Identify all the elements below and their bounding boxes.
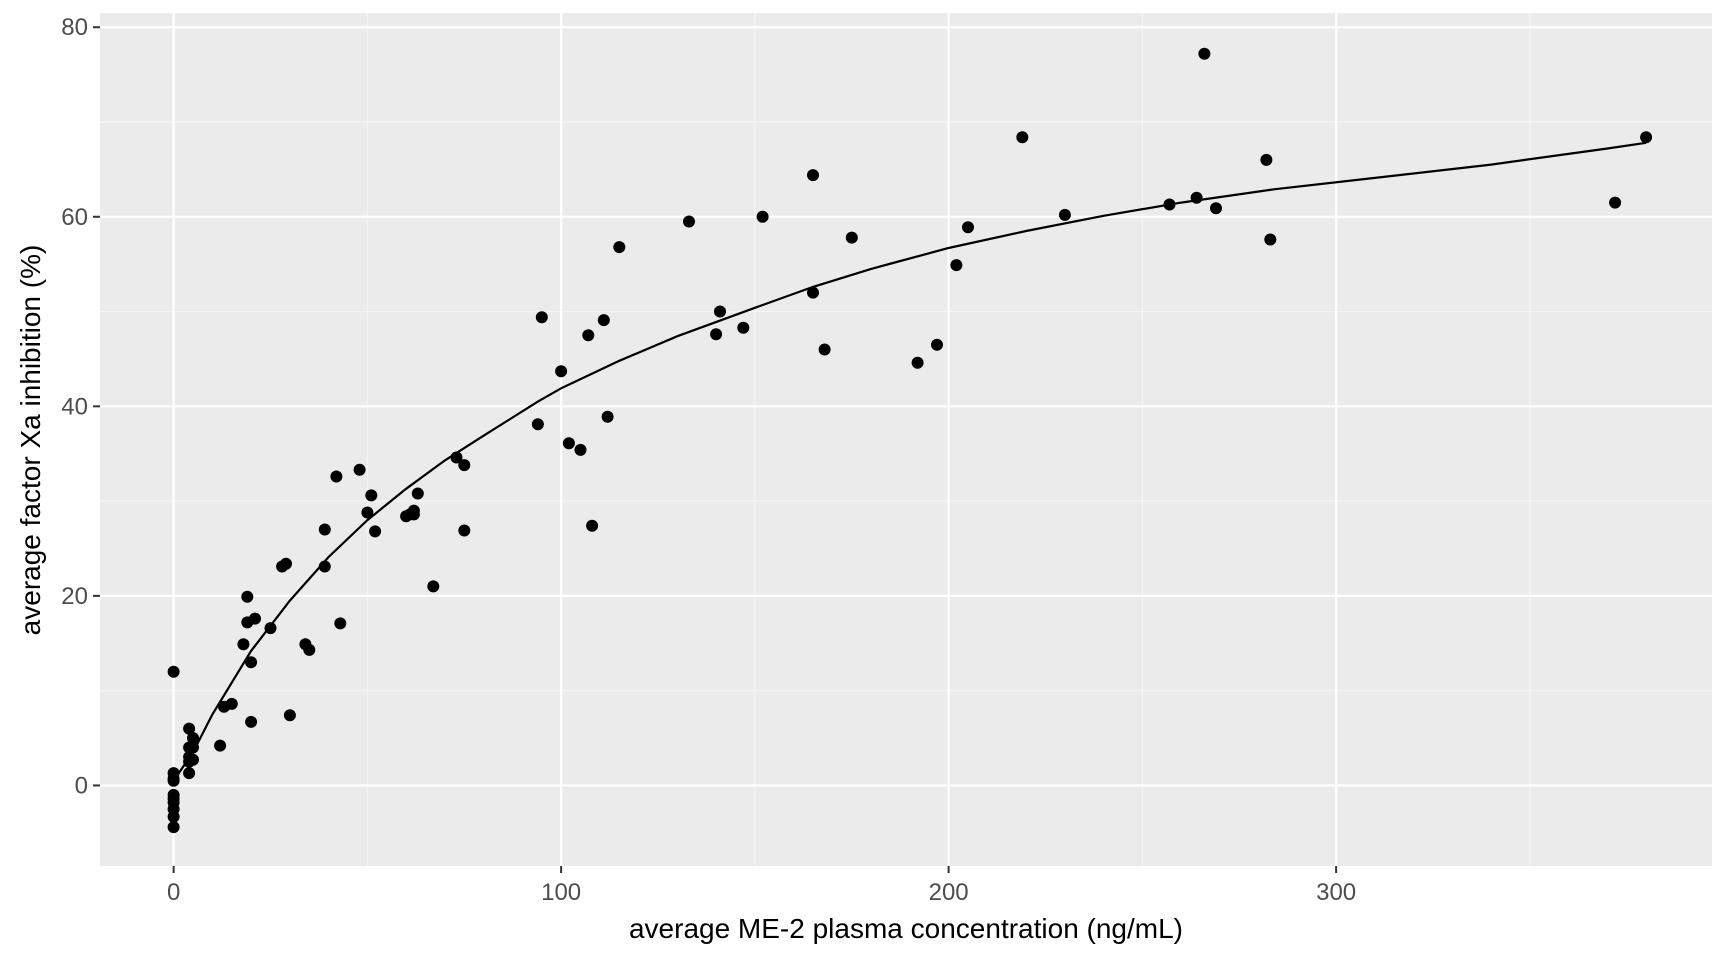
data-point	[167, 665, 180, 678]
data-point	[586, 519, 599, 532]
data-point	[283, 709, 296, 722]
y-tick-label: 60	[61, 204, 88, 231]
data-point	[613, 241, 626, 254]
data-point	[280, 557, 292, 570]
y-tick-label: 20	[61, 583, 88, 610]
x-tick-label: 100	[541, 879, 581, 906]
data-point	[245, 715, 258, 728]
data-point	[601, 410, 614, 423]
data-point	[318, 523, 331, 536]
data-point	[458, 459, 471, 472]
plot-panel	[100, 13, 1712, 866]
minor-gridlines	[100, 13, 1712, 866]
data-point	[225, 697, 238, 710]
data-point	[365, 489, 378, 502]
data-point	[1190, 191, 1203, 204]
data-point	[330, 470, 343, 483]
data-point	[450, 451, 463, 464]
data-point	[167, 792, 180, 805]
data-point	[187, 753, 199, 766]
data-point	[167, 821, 180, 834]
y-axis-title: average factor Xa inhibition (%)	[15, 245, 46, 636]
data-point	[555, 365, 568, 378]
data-point	[214, 739, 227, 752]
x-tick-label: 300	[1316, 879, 1356, 906]
data-point	[714, 305, 726, 318]
data-point	[318, 560, 331, 573]
x-tick-label: 200	[929, 879, 969, 906]
data-point	[245, 656, 258, 669]
data-point	[818, 343, 831, 356]
data-point	[562, 437, 575, 450]
data-point	[845, 231, 858, 244]
y-axis: 0 20 40 60 80	[61, 14, 100, 799]
y-tick-label: 80	[61, 14, 88, 41]
data-point	[737, 321, 750, 334]
data-point	[683, 215, 695, 228]
data-point	[597, 314, 610, 327]
x-axis-title: average ME-2 plasma concentration (ng/mL…	[629, 913, 1183, 944]
data-point	[950, 259, 963, 272]
data-point	[183, 722, 196, 735]
data-point	[249, 612, 261, 625]
data-point	[1640, 131, 1653, 144]
data-point	[911, 356, 924, 369]
major-gridlines	[100, 13, 1712, 866]
fit-curve	[172, 141, 1647, 782]
data-point	[353, 463, 366, 476]
data-point	[1058, 208, 1071, 221]
data-point	[303, 643, 316, 656]
data-point	[1016, 131, 1029, 144]
data-point	[931, 338, 943, 351]
data-point	[361, 506, 374, 519]
fit-curve-layer	[172, 141, 1647, 782]
data-point	[187, 741, 199, 754]
data-point	[167, 772, 180, 785]
data-point	[1609, 196, 1622, 209]
data-point	[1210, 202, 1222, 215]
data-point	[264, 622, 277, 635]
data-point	[1264, 233, 1277, 246]
data-point	[411, 487, 424, 500]
data-point	[1163, 198, 1176, 211]
data-point	[187, 732, 199, 744]
data-point	[756, 210, 769, 223]
data-point	[535, 311, 548, 324]
data-point	[1260, 153, 1273, 166]
data-point	[458, 524, 471, 537]
data-point	[427, 580, 440, 593]
y-tick-label: 40	[61, 393, 88, 420]
data-point	[807, 169, 819, 182]
data-point	[241, 590, 254, 603]
data-point	[582, 329, 595, 342]
data-point	[237, 638, 250, 651]
x-axis: 0 100 200 300	[167, 866, 1356, 906]
data-point	[334, 617, 347, 630]
data-point	[1198, 47, 1211, 60]
x-tick-label: 0	[167, 879, 180, 906]
y-tick-label: 0	[75, 772, 88, 799]
data-points-layer	[167, 47, 1653, 834]
data-point	[531, 418, 544, 431]
data-point	[574, 443, 587, 456]
data-point	[962, 221, 974, 234]
data-point	[183, 767, 196, 780]
data-point	[807, 286, 819, 299]
data-point	[167, 810, 180, 823]
data-point	[369, 525, 382, 538]
data-point	[710, 328, 723, 341]
data-point	[407, 504, 420, 517]
